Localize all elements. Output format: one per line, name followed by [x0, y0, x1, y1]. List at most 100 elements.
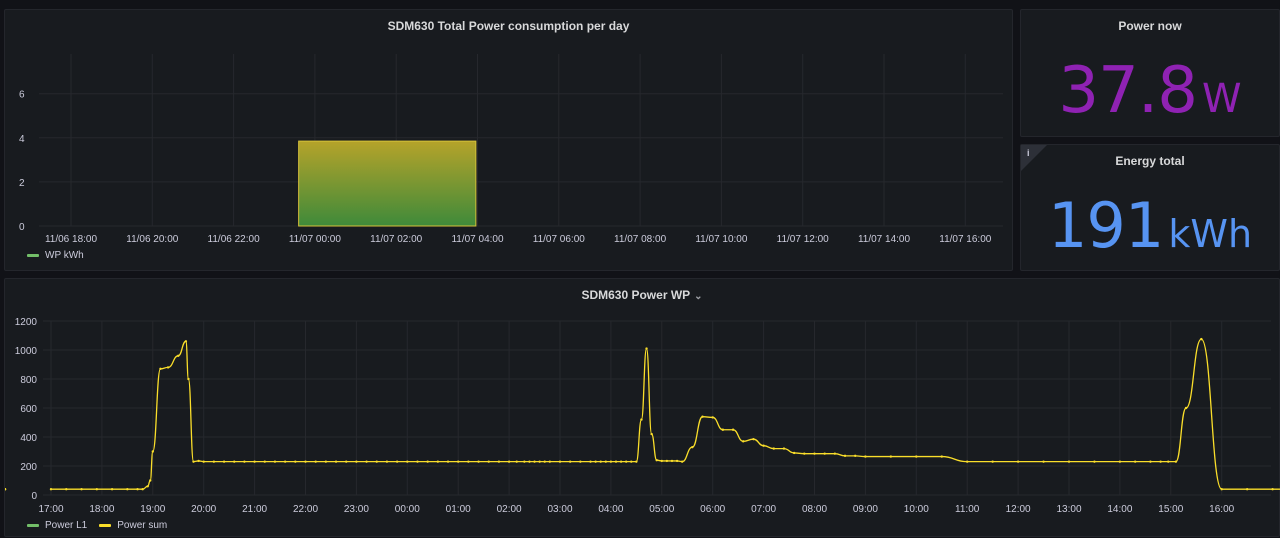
data-point-power-sum	[1167, 460, 1170, 463]
y-tick-label: 800	[20, 375, 37, 386]
data-point-power-sum	[742, 440, 745, 443]
data-point-power-sum	[507, 460, 511, 463]
info-icon[interactable]: i	[1027, 148, 1030, 158]
energy-total-unit: kWh	[1168, 212, 1253, 256]
data-point-power-sum	[184, 340, 188, 343]
data-point-power-sum	[1016, 460, 1020, 463]
data-point-power-sum	[1093, 460, 1096, 463]
x-tick-label: 05:00	[649, 504, 674, 515]
data-point-power-sum	[457, 460, 460, 463]
data-point-power-sum	[141, 488, 144, 491]
data-point-power-sum	[80, 488, 83, 491]
data-point-power-sum	[1042, 460, 1045, 463]
data-point-power-sum	[467, 460, 470, 463]
data-point-power-sum	[1174, 460, 1178, 463]
data-point-power-sum	[772, 447, 775, 450]
legend-label-power-l1: Power L1	[45, 520, 88, 531]
data-point-power-sum	[609, 460, 613, 463]
data-point-power-sum	[177, 354, 180, 357]
data-point-power-sum	[355, 460, 358, 463]
data-point-power-sum	[665, 459, 669, 463]
legend-item-power-l1[interactable]: Power L1	[27, 520, 87, 531]
data-point-power-sum	[416, 460, 419, 463]
data-point-power-sum	[579, 460, 582, 463]
x-tick-label: 20:00	[191, 504, 216, 515]
data-point-power-sum	[395, 460, 399, 463]
data-point-power-sum	[126, 488, 129, 491]
data-point-power-sum	[691, 445, 694, 449]
data-point-power-sum	[515, 460, 518, 463]
data-point-power-sum	[222, 460, 226, 463]
x-tick-label: 18:00	[89, 504, 114, 515]
y-tick-label: 2	[19, 178, 25, 189]
data-point-power-sum	[187, 377, 190, 381]
x-tick-label: 01:00	[446, 504, 471, 515]
y-tick-label: 0	[31, 491, 37, 502]
data-point-power-sum	[1200, 337, 1203, 341]
data-point-power-sum	[5, 488, 7, 491]
data-point-power-sum	[594, 460, 597, 463]
x-tick-label: 11/07 00:00	[289, 234, 342, 245]
x-tick-label: 03:00	[547, 504, 572, 515]
y-tick-label: 200	[20, 462, 37, 473]
data-point-power-sum	[385, 460, 389, 463]
chevron-down-icon[interactable]: ⌄	[694, 291, 703, 302]
data-point-power-sum	[273, 460, 277, 463]
data-point-power-sum	[283, 460, 287, 463]
info-corner[interactable]	[1021, 145, 1047, 171]
data-point-power-sum	[166, 366, 170, 369]
data-point-power-sum	[1067, 460, 1071, 463]
legend-swatch-power-sum	[99, 524, 112, 527]
x-tick-label: 11/07 12:00	[777, 234, 830, 245]
legend-item-wp-kwh[interactable]: WP kWh	[27, 250, 84, 261]
y-tick-label: 600	[20, 404, 37, 415]
data-point-power-sum	[543, 460, 546, 463]
data-point-power-sum	[477, 460, 480, 463]
data-point-power-sum	[711, 416, 714, 419]
data-point-power-sum	[110, 488, 114, 491]
data-point-power-sum	[630, 460, 633, 463]
legend-item-power-sum[interactable]: Power sum	[99, 520, 167, 531]
y-tick-label: 6	[19, 90, 25, 101]
x-tick-label: 15:00	[1158, 504, 1183, 515]
power-wp-title-wrap[interactable]: SDM630 Power WP ⌄	[5, 288, 1279, 302]
data-point-power-sum	[304, 460, 307, 463]
x-tick-label: 11/06 22:00	[208, 234, 261, 245]
data-point-power-sum	[833, 452, 837, 455]
bar-wp-kwh	[298, 140, 477, 227]
data-point-power-sum	[721, 428, 725, 431]
x-tick-label: 04:00	[598, 504, 623, 515]
data-point-power-sum	[966, 460, 969, 463]
y-tick-label: 1000	[15, 346, 38, 357]
energy-total-title[interactable]: Energy total	[1115, 154, 1185, 168]
data-point-power-sum	[406, 460, 409, 463]
data-point-power-sum	[680, 460, 684, 463]
data-point-power-sum	[558, 460, 562, 463]
power-now-title[interactable]: Power now	[1118, 19, 1182, 33]
x-tick-label: 10:00	[904, 504, 929, 515]
power-wp-panel: SDM630 Power WP ⌄ 0 200 400 600 800 1000 1200 17…	[4, 278, 1280, 537]
data-point-power-sum	[864, 455, 867, 458]
energy-total-number: 191	[1047, 189, 1164, 262]
data-point-power-sum	[197, 459, 200, 463]
data-point-power-sum	[940, 455, 943, 458]
data-point-power-sum	[523, 460, 526, 463]
daily-consumption-title[interactable]: SDM630 Total Power consumption per day	[387, 19, 630, 33]
data-point-power-sum	[365, 460, 368, 463]
series-line-power-sum	[51, 338, 1280, 490]
data-point-power-sum	[854, 454, 857, 458]
data-point-power-sum	[823, 452, 826, 455]
power-now-panel: Power now 37.8 W	[1020, 9, 1280, 137]
x-tick-label: 22:00	[293, 504, 318, 515]
power-now-value: 37.8 W	[1021, 54, 1279, 128]
data-point-power-sum	[604, 460, 608, 463]
data-point-power-sum	[1271, 488, 1274, 491]
data-point-power-sum	[889, 455, 893, 458]
x-tick-label: 16:00	[1209, 504, 1234, 515]
x-tick-label: 13:00	[1056, 504, 1081, 515]
data-point-power-sum	[635, 460, 638, 463]
daily-legend: WP kWh	[27, 250, 84, 261]
data-point-power-sum	[1133, 460, 1137, 463]
data-point-power-sum	[782, 447, 786, 450]
legend-label-wp-kwh: WP kWh	[45, 250, 84, 261]
